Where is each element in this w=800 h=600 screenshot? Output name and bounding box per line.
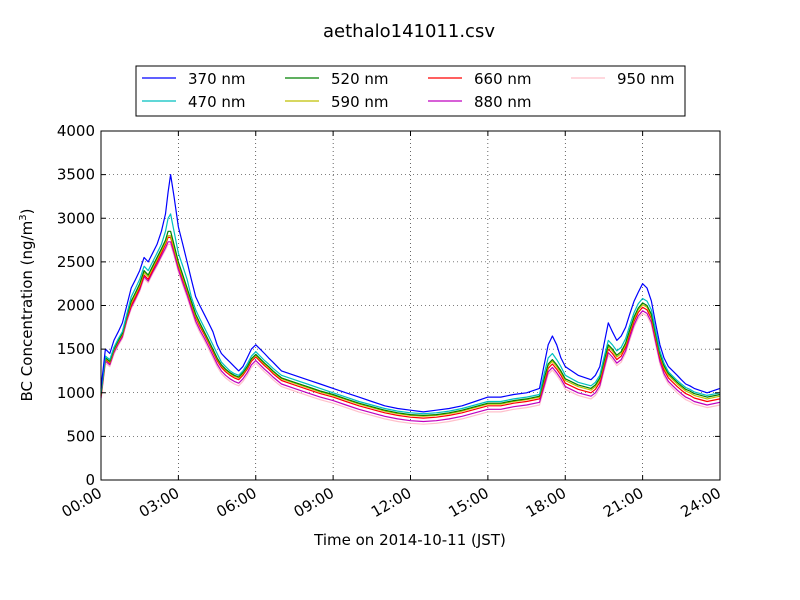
legend-label: 660 nm	[474, 70, 532, 88]
legend-label: 470 nm	[188, 93, 246, 111]
series-line-660-nm	[100, 236, 721, 419]
y-tick-labels: 0 500 1000 1500 2000 2500 3000 3500 4000	[57, 122, 95, 489]
chart-title: aethalo141011.csv	[323, 21, 495, 42]
y-tick-label: 3000	[57, 209, 95, 227]
legend-label: 950 nm	[617, 70, 675, 88]
y-tick-label: 4000	[57, 122, 95, 140]
y-axis-label: BC Concentration (ng/m3)	[18, 209, 36, 402]
series-line-470-nm	[100, 213, 721, 415]
y-tick-label: 500	[66, 427, 95, 445]
y-tick-label: 3500	[57, 166, 95, 184]
legend-label: 370 nm	[188, 70, 246, 88]
axis-ticks	[100, 130, 721, 481]
y-tick-label: 2000	[57, 297, 95, 315]
y-tick-label: 0	[85, 471, 95, 489]
series-lines	[100, 174, 721, 425]
x-axis-label: Time on 2014-10-11 (JST)	[313, 531, 506, 549]
series-line-520-nm	[100, 230, 721, 416]
y-axis-label-superscript: 3	[18, 214, 29, 220]
y-tick-label: 1500	[57, 340, 95, 358]
legend-label: 520 nm	[331, 70, 389, 88]
legend-box	[135, 65, 686, 117]
legend: 370 nm 470 nm 520 nm 590 nm 660 nm 880 nm 950 …	[135, 65, 686, 117]
series-line-370-nm	[100, 174, 721, 413]
y-axis-label-main: BC Concentration (ng/m	[18, 221, 36, 402]
series-line-880-nm	[100, 241, 721, 423]
legend-label: 590 nm	[331, 93, 389, 111]
y-axis-label-close: )	[18, 209, 36, 215]
y-tick-label: 1000	[57, 384, 95, 402]
series-line-950-nm	[100, 243, 721, 425]
legend-label: 880 nm	[474, 93, 532, 111]
y-tick-label: 2500	[57, 253, 95, 271]
